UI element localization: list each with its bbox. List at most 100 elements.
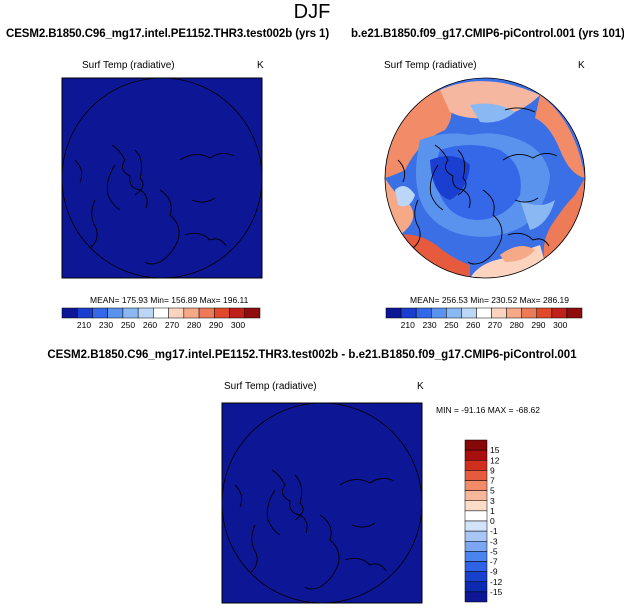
right-case-title: b.e21.B1850.f09_g17.CMIP6-piControl.001 … (351, 28, 624, 40)
left-colorbar-label: 250 (121, 320, 135, 330)
left-colorbar-box (92, 307, 108, 319)
diff-units-label: K (417, 381, 424, 392)
diff-colorbar-box (464, 460, 488, 471)
right-colorbar-label: 270 (488, 320, 502, 330)
right-colorbar-box (536, 307, 553, 319)
right-colorbar-box (461, 307, 477, 319)
diff-colorbar-label: 12 (490, 455, 500, 465)
right-colorbar-box (415, 307, 432, 319)
left-colorbar-label: 290 (209, 320, 223, 330)
right-colorbar-label: 280 (510, 320, 524, 330)
diff-colorbar-label: -15 (490, 587, 503, 597)
diff-colorbar-box (464, 571, 488, 582)
right-map-panel (384, 77, 586, 279)
diff-colorbar-label: 0 (490, 516, 495, 526)
right-units-label: K (578, 60, 585, 71)
right-colorbar-label: 210 (401, 320, 415, 330)
left-coastlines (74, 144, 235, 265)
diff-colorbar-box (464, 480, 488, 491)
diff-stats: MIN = -91.16 MAX = -68.62 (436, 405, 540, 415)
diff-coastlines (234, 469, 395, 590)
diff-colorbar-box (464, 500, 488, 512)
left-colorbar-box (229, 307, 246, 319)
diff-map-boundary (221, 402, 423, 604)
right-colorbar-label: 260 (466, 320, 480, 330)
diff-colorbar-label: 3 (490, 496, 495, 506)
left-variable-label: Surf Temp (radiative) (82, 60, 175, 71)
right-temperature-field (385, 81, 585, 278)
diff-variable-label: Surf Temp (radiative) (224, 381, 317, 392)
right-colorbar-box (476, 307, 492, 319)
left-colorbar-box (137, 307, 154, 319)
left-colorbar-label: 230 (99, 320, 113, 330)
right-colorbar-label: 290 (531, 320, 545, 330)
left-colorbar-box (214, 307, 230, 319)
right-colorbar-label: 230 (422, 320, 436, 330)
diff-colorbar-box (464, 561, 488, 572)
page-title: DJF (293, 1, 331, 23)
diff-colorbar-box (464, 439, 488, 451)
diff-colorbar-label: -7 (490, 557, 498, 567)
left-colorbar-box (153, 307, 169, 319)
right-colorbar-box (446, 307, 462, 319)
diff-colorbar-label: -5 (490, 546, 498, 556)
diff-colorbar-label: 5 (490, 486, 495, 496)
left-case-title: CESM2.B1850.C96_mg17.intel.PE1152.THR3.t… (6, 28, 330, 40)
left-colorbar-box (61, 307, 78, 319)
diff-colorbar-box (464, 530, 488, 542)
left-map-frame (61, 77, 263, 279)
right-coastlines (397, 107, 558, 265)
right-colorbar-label: 250 (444, 320, 458, 330)
left-colorbar-label: 260 (143, 320, 157, 330)
diff-colorbar-box (464, 581, 488, 593)
right-colorbar-box (400, 307, 417, 319)
right-colorbar-box (506, 307, 522, 319)
diff-colorbar-box (464, 470, 488, 481)
diff-colorbar-box (464, 591, 488, 603)
left-colorbar-box (244, 307, 261, 319)
diff-colorbar-label: -12 (490, 577, 503, 587)
right-colorbar-box (491, 307, 507, 319)
diff-map-frame (221, 402, 423, 604)
diff-colorbar-label: 1 (490, 506, 495, 516)
left-colorbar-box (107, 307, 124, 319)
left-colorbar-label: 300 (231, 320, 245, 330)
diff-colorbar-box (464, 510, 488, 522)
left-colorbar-box (168, 307, 185, 319)
diff-colorbar-label: -9 (490, 567, 498, 577)
diff-map-panel (221, 402, 423, 604)
right-variable-label: Surf Temp (radiative) (384, 60, 477, 71)
left-colorbar-label: 210 (77, 320, 91, 330)
left-stats: MEAN= 175.93 Min= 156.89 Max= 196.11 (90, 295, 249, 305)
diff-colorbar-label: -3 (490, 536, 498, 546)
diff-colorbar-label: 15 (490, 445, 500, 455)
colorbars: 210 230 250 260 270 280 290 300 210 230 250 260 270 2… (61, 307, 583, 603)
right-stats: MEAN= 256.53 Min= 230.52 Max= 286.19 (410, 295, 570, 305)
right-map-boundary (384, 77, 586, 279)
left-units-label: K (257, 60, 264, 71)
diff-colorbar-box (464, 490, 488, 501)
left-colorbar-box (122, 307, 139, 319)
left-map-panel (61, 77, 263, 279)
left-colorbar-box (76, 307, 93, 319)
diff-colorbar-box (464, 520, 488, 532)
diff-title: CESM2.B1850.C96_mg17.intel.PE1152.THR3.t… (47, 349, 577, 361)
diff-colorbar-label: 7 (490, 476, 495, 486)
right-colorbar-box (551, 307, 568, 319)
diff-colorbar-box (464, 551, 488, 562)
diff-colorbar-label: 9 (490, 465, 495, 475)
right-colorbar-label: 300 (553, 320, 567, 330)
diff-colorbar-box (464, 541, 488, 552)
right-colorbar-box (430, 307, 447, 319)
right-colorbar-box (566, 307, 583, 319)
right-colorbar-box (521, 307, 538, 319)
left-colorbar-box (183, 307, 200, 319)
left-colorbar-label: 270 (165, 320, 179, 330)
left-map-boundary (61, 77, 263, 279)
left-colorbar-box (198, 307, 215, 319)
diff-colorbar-label: -1 (490, 526, 498, 536)
left-colorbar-label: 280 (187, 320, 201, 330)
diff-colorbar-box (464, 449, 488, 461)
right-colorbar-box (385, 307, 402, 319)
